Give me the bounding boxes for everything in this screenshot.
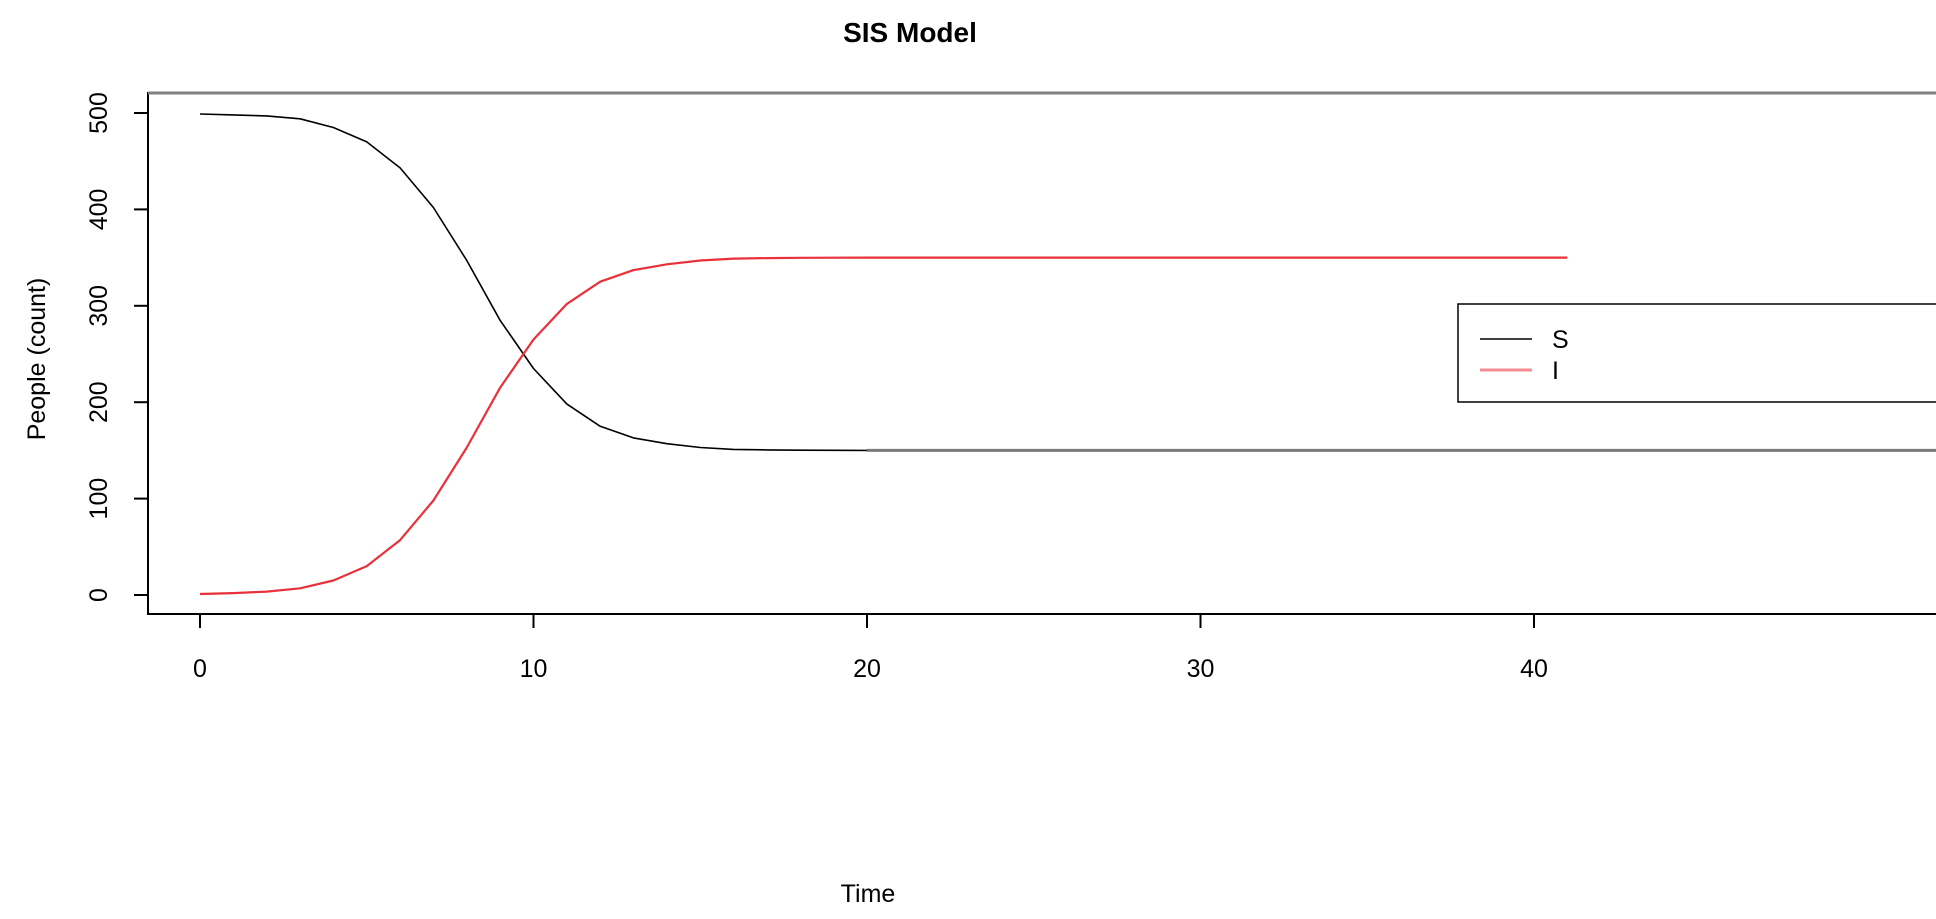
legend: SI	[1457, 303, 1936, 403]
y-axis-label: People (count)	[23, 278, 51, 441]
legend-box	[1457, 303, 1936, 403]
series-line-i	[199, 256, 1568, 596]
x-tick-label: 30	[1187, 655, 1215, 683]
x-axis-label: Time	[841, 880, 896, 908]
x-tick-label: 10	[520, 655, 548, 683]
y-tick-label: 500	[85, 92, 113, 134]
x-axis: 0 10 20 30 40	[193, 614, 1548, 683]
plot-frame	[147, 91, 1936, 615]
x-tick-label: 40	[1520, 655, 1548, 683]
series-line-s	[199, 113, 1568, 452]
y-tick-label: 300	[85, 285, 113, 327]
legend-label-i: I	[1552, 357, 1559, 385]
y-tick-label: 0	[85, 588, 113, 602]
y-tick-label: 400	[85, 189, 113, 231]
legend-label-s: S	[1552, 326, 1569, 354]
x-tick-label: 20	[853, 655, 881, 683]
series-layer	[199, 113, 1936, 596]
x-tick-label: 0	[193, 655, 207, 683]
y-tick-label: 100	[85, 478, 113, 520]
y-tick-label: 200	[85, 381, 113, 423]
chart-title: SIS Model	[843, 17, 977, 48]
y-axis: 0 100 200 300 400 500	[85, 92, 148, 602]
